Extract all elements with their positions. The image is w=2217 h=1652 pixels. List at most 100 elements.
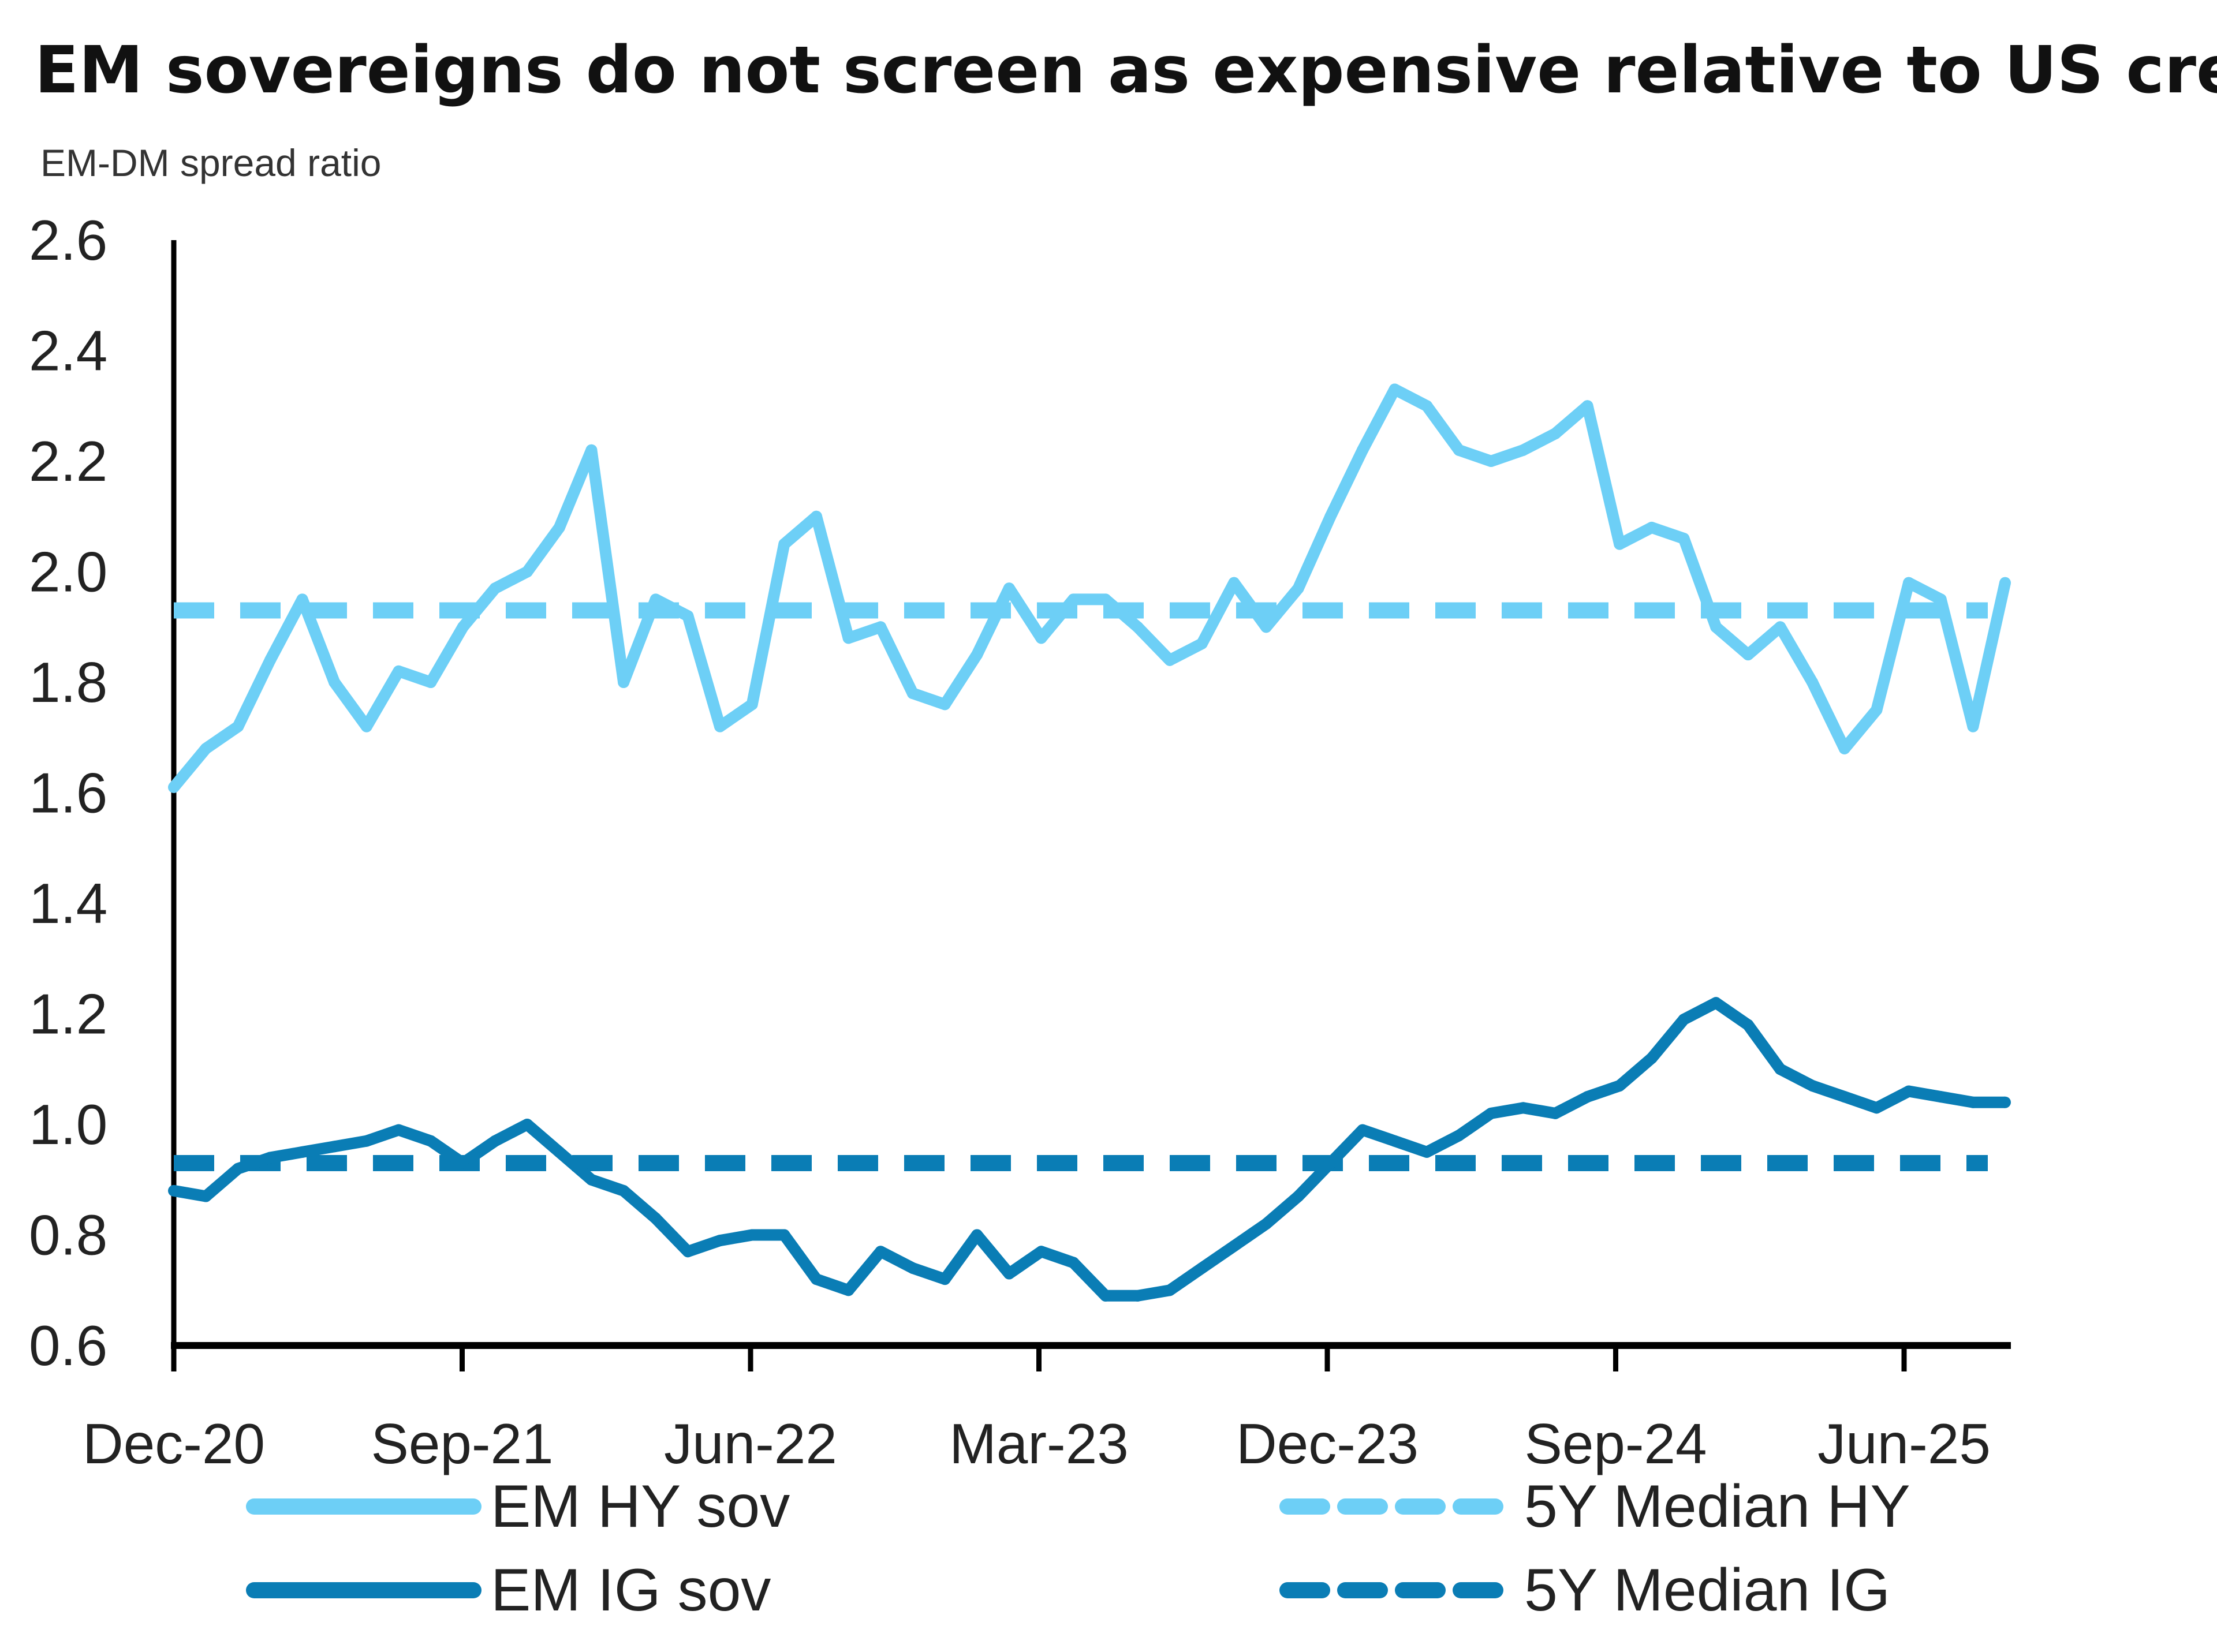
data-point xyxy=(1389,383,1401,395)
data-point xyxy=(1453,444,1465,456)
data-point xyxy=(1614,1079,1626,1092)
data-point xyxy=(553,1146,565,1158)
data-point xyxy=(393,665,405,677)
data-point xyxy=(1742,1019,1754,1031)
y-tick-label: 0.6 xyxy=(29,1314,107,1377)
data-point xyxy=(457,621,469,633)
data-point xyxy=(1807,677,1819,688)
data-point xyxy=(875,621,887,633)
data-point xyxy=(1807,1079,1819,1092)
y-tick-label: 1.8 xyxy=(29,651,107,714)
y-tick-label: 1.4 xyxy=(29,872,107,935)
data-point xyxy=(1549,1107,1561,1119)
legend-label: 5Y Median HY xyxy=(1524,1473,1910,1540)
data-point xyxy=(746,698,758,711)
data-point xyxy=(329,677,341,688)
data-point xyxy=(1645,521,1658,533)
y-tick-label: 1.2 xyxy=(29,982,107,1046)
data-point xyxy=(1324,510,1337,522)
data-point xyxy=(650,1212,662,1224)
data-point xyxy=(200,1190,212,1202)
data-point xyxy=(329,1141,341,1153)
y-tick-label: 2.4 xyxy=(29,319,107,383)
data-point xyxy=(1871,704,1883,716)
data-point xyxy=(971,1229,983,1241)
data-point xyxy=(168,781,180,793)
data-point xyxy=(1068,1257,1080,1269)
y-tick-label: 2.6 xyxy=(29,208,107,272)
y-tick-label: 1.6 xyxy=(29,761,107,825)
chart-title: EM sovereigns do not screen as expensive… xyxy=(35,33,2217,108)
data-point xyxy=(1774,621,1786,633)
data-point xyxy=(1967,1096,1979,1108)
data-point xyxy=(1710,621,1722,633)
data-point xyxy=(1742,649,1754,661)
data-point xyxy=(875,1246,887,1258)
data-point xyxy=(650,593,662,606)
data-point xyxy=(682,610,694,622)
data-point xyxy=(1903,577,1915,589)
data-point xyxy=(1517,1102,1529,1114)
data-point xyxy=(1068,593,1080,606)
data-point xyxy=(714,720,726,732)
data-point xyxy=(264,654,276,666)
y-tick-label: 0.8 xyxy=(29,1204,107,1267)
data-point xyxy=(1260,621,1272,633)
data-point xyxy=(1967,720,1979,732)
data-point xyxy=(1421,1146,1433,1158)
data-point xyxy=(1614,538,1626,550)
data-point xyxy=(1196,637,1208,649)
data-point xyxy=(842,632,854,644)
data-point xyxy=(1357,1124,1369,1136)
data-point xyxy=(425,677,437,688)
data-point xyxy=(1164,654,1176,666)
data-point xyxy=(1099,1290,1111,1302)
data-point xyxy=(906,1262,919,1274)
data-point xyxy=(296,593,308,606)
legend-label: EM IG sov xyxy=(491,1557,771,1624)
data-point xyxy=(1292,582,1304,595)
data-point xyxy=(585,1173,598,1186)
data-point xyxy=(1228,1240,1240,1252)
series-line-em-ig-sov xyxy=(173,997,2005,1302)
data-point xyxy=(1935,1091,1947,1103)
data-point xyxy=(489,582,501,595)
data-point xyxy=(521,566,533,578)
data-point xyxy=(939,698,951,711)
data-point xyxy=(1003,582,1015,595)
data-point xyxy=(360,1135,372,1147)
data-point xyxy=(778,1229,790,1241)
data-point xyxy=(1935,593,1947,606)
data-point xyxy=(1196,1262,1208,1274)
data-point xyxy=(1003,1268,1015,1280)
legend-label: EM HY sov xyxy=(491,1473,790,1540)
data-point xyxy=(1035,1246,1047,1258)
data-point xyxy=(1357,444,1369,456)
data-point xyxy=(232,1163,244,1175)
data-point xyxy=(810,510,822,522)
data-point xyxy=(939,1273,951,1285)
data-point xyxy=(1581,400,1593,412)
data-point xyxy=(1581,1091,1593,1103)
y-tick-label: 1.0 xyxy=(29,1093,107,1156)
data-point xyxy=(682,1246,694,1258)
data-point xyxy=(1485,1107,1497,1119)
data-point xyxy=(521,1119,533,1130)
data-point xyxy=(489,1135,501,1147)
legend: EM HY sov 5Y Median HY EM IG sov 5Y Median … xyxy=(246,1473,1910,1624)
data-point xyxy=(1774,1063,1786,1075)
data-point xyxy=(1549,428,1561,440)
x-tick-label: Sep-21 xyxy=(371,1412,553,1475)
x-tick-label: Jun-22 xyxy=(664,1412,837,1475)
data-point xyxy=(200,742,212,754)
x-tick-label: Mar-23 xyxy=(949,1412,1128,1475)
data-point xyxy=(168,1184,180,1197)
data-point xyxy=(425,1135,437,1147)
x-tick-label: Dec-20 xyxy=(83,1412,265,1475)
data-point xyxy=(1710,997,1722,1009)
data-point xyxy=(585,444,598,456)
data-point xyxy=(1324,1157,1337,1169)
data-point xyxy=(810,1273,822,1285)
data-point xyxy=(1999,1096,2011,1108)
data-point xyxy=(618,1184,630,1197)
